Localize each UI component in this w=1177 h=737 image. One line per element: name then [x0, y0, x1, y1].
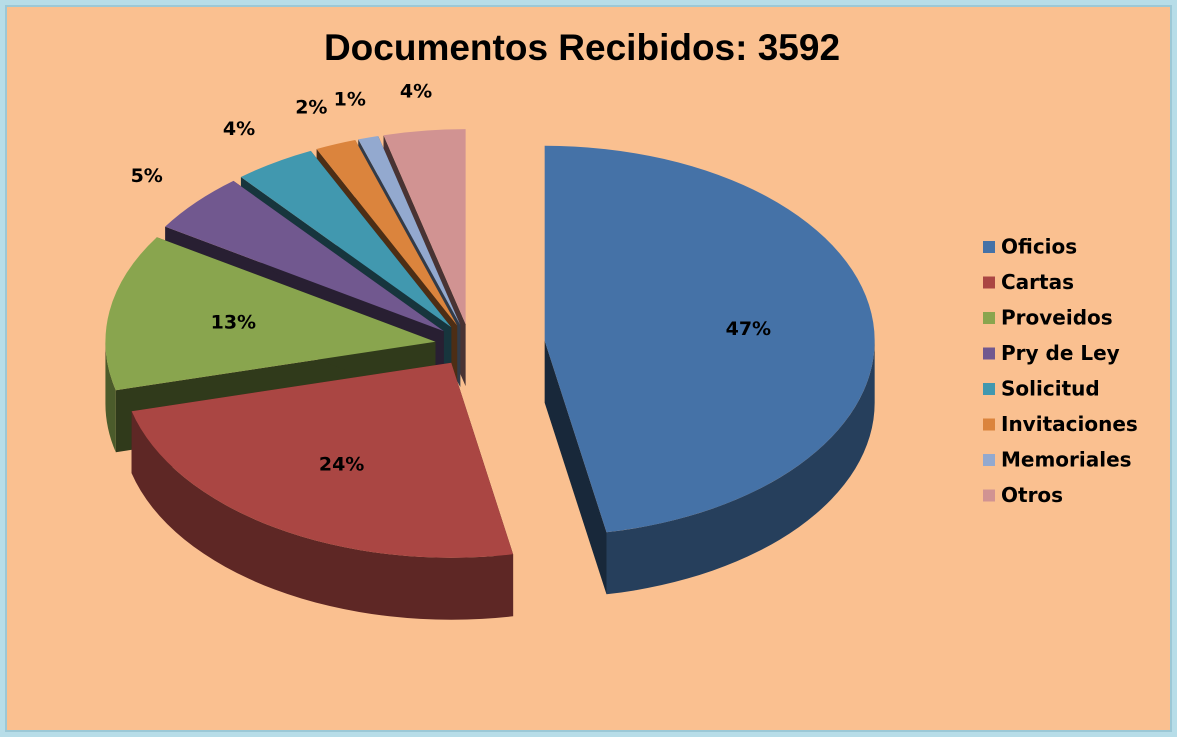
slice-side [131, 411, 514, 620]
legend-swatch [983, 418, 995, 431]
data-label: 2% [295, 96, 327, 118]
slice [383, 129, 466, 325]
legend-swatch [983, 383, 995, 395]
data-label: 5% [131, 165, 163, 187]
legend-label: Otros [1001, 483, 1063, 507]
slice [240, 150, 452, 328]
legend-swatch [983, 241, 995, 253]
legend-label: Pry de Ley [1001, 341, 1120, 365]
data-label: 4% [223, 118, 255, 140]
legend-label: Memoriales [1001, 448, 1132, 472]
legend-label: Solicitud [1001, 377, 1100, 401]
slice-side [105, 341, 116, 453]
slice-tops [105, 129, 875, 558]
chart-title: Documentos Recibidos: 3592 [324, 27, 840, 68]
data-label: 1% [334, 89, 366, 111]
slice [544, 145, 875, 533]
slice [358, 135, 461, 325]
slice [131, 362, 514, 558]
slice [105, 237, 436, 391]
data-label: 4% [400, 81, 432, 103]
legend-label: Cartas [1001, 270, 1074, 294]
slice-side [606, 340, 875, 595]
legend-label: Proveidos [1001, 306, 1113, 330]
slice [165, 180, 444, 332]
legend-swatch [983, 454, 995, 466]
slice [316, 140, 458, 326]
slice-wall [544, 340, 607, 595]
legend-swatch [983, 347, 995, 360]
data-label: 47% [726, 318, 771, 340]
data-label: 13% [211, 311, 256, 333]
legend-swatch [983, 276, 995, 289]
legend-label: Oficios [1001, 235, 1077, 259]
legend-swatch [983, 489, 995, 502]
legend-swatch [983, 312, 995, 324]
data-label: 24% [319, 453, 364, 475]
legend-label: Invitaciones [1001, 412, 1138, 436]
